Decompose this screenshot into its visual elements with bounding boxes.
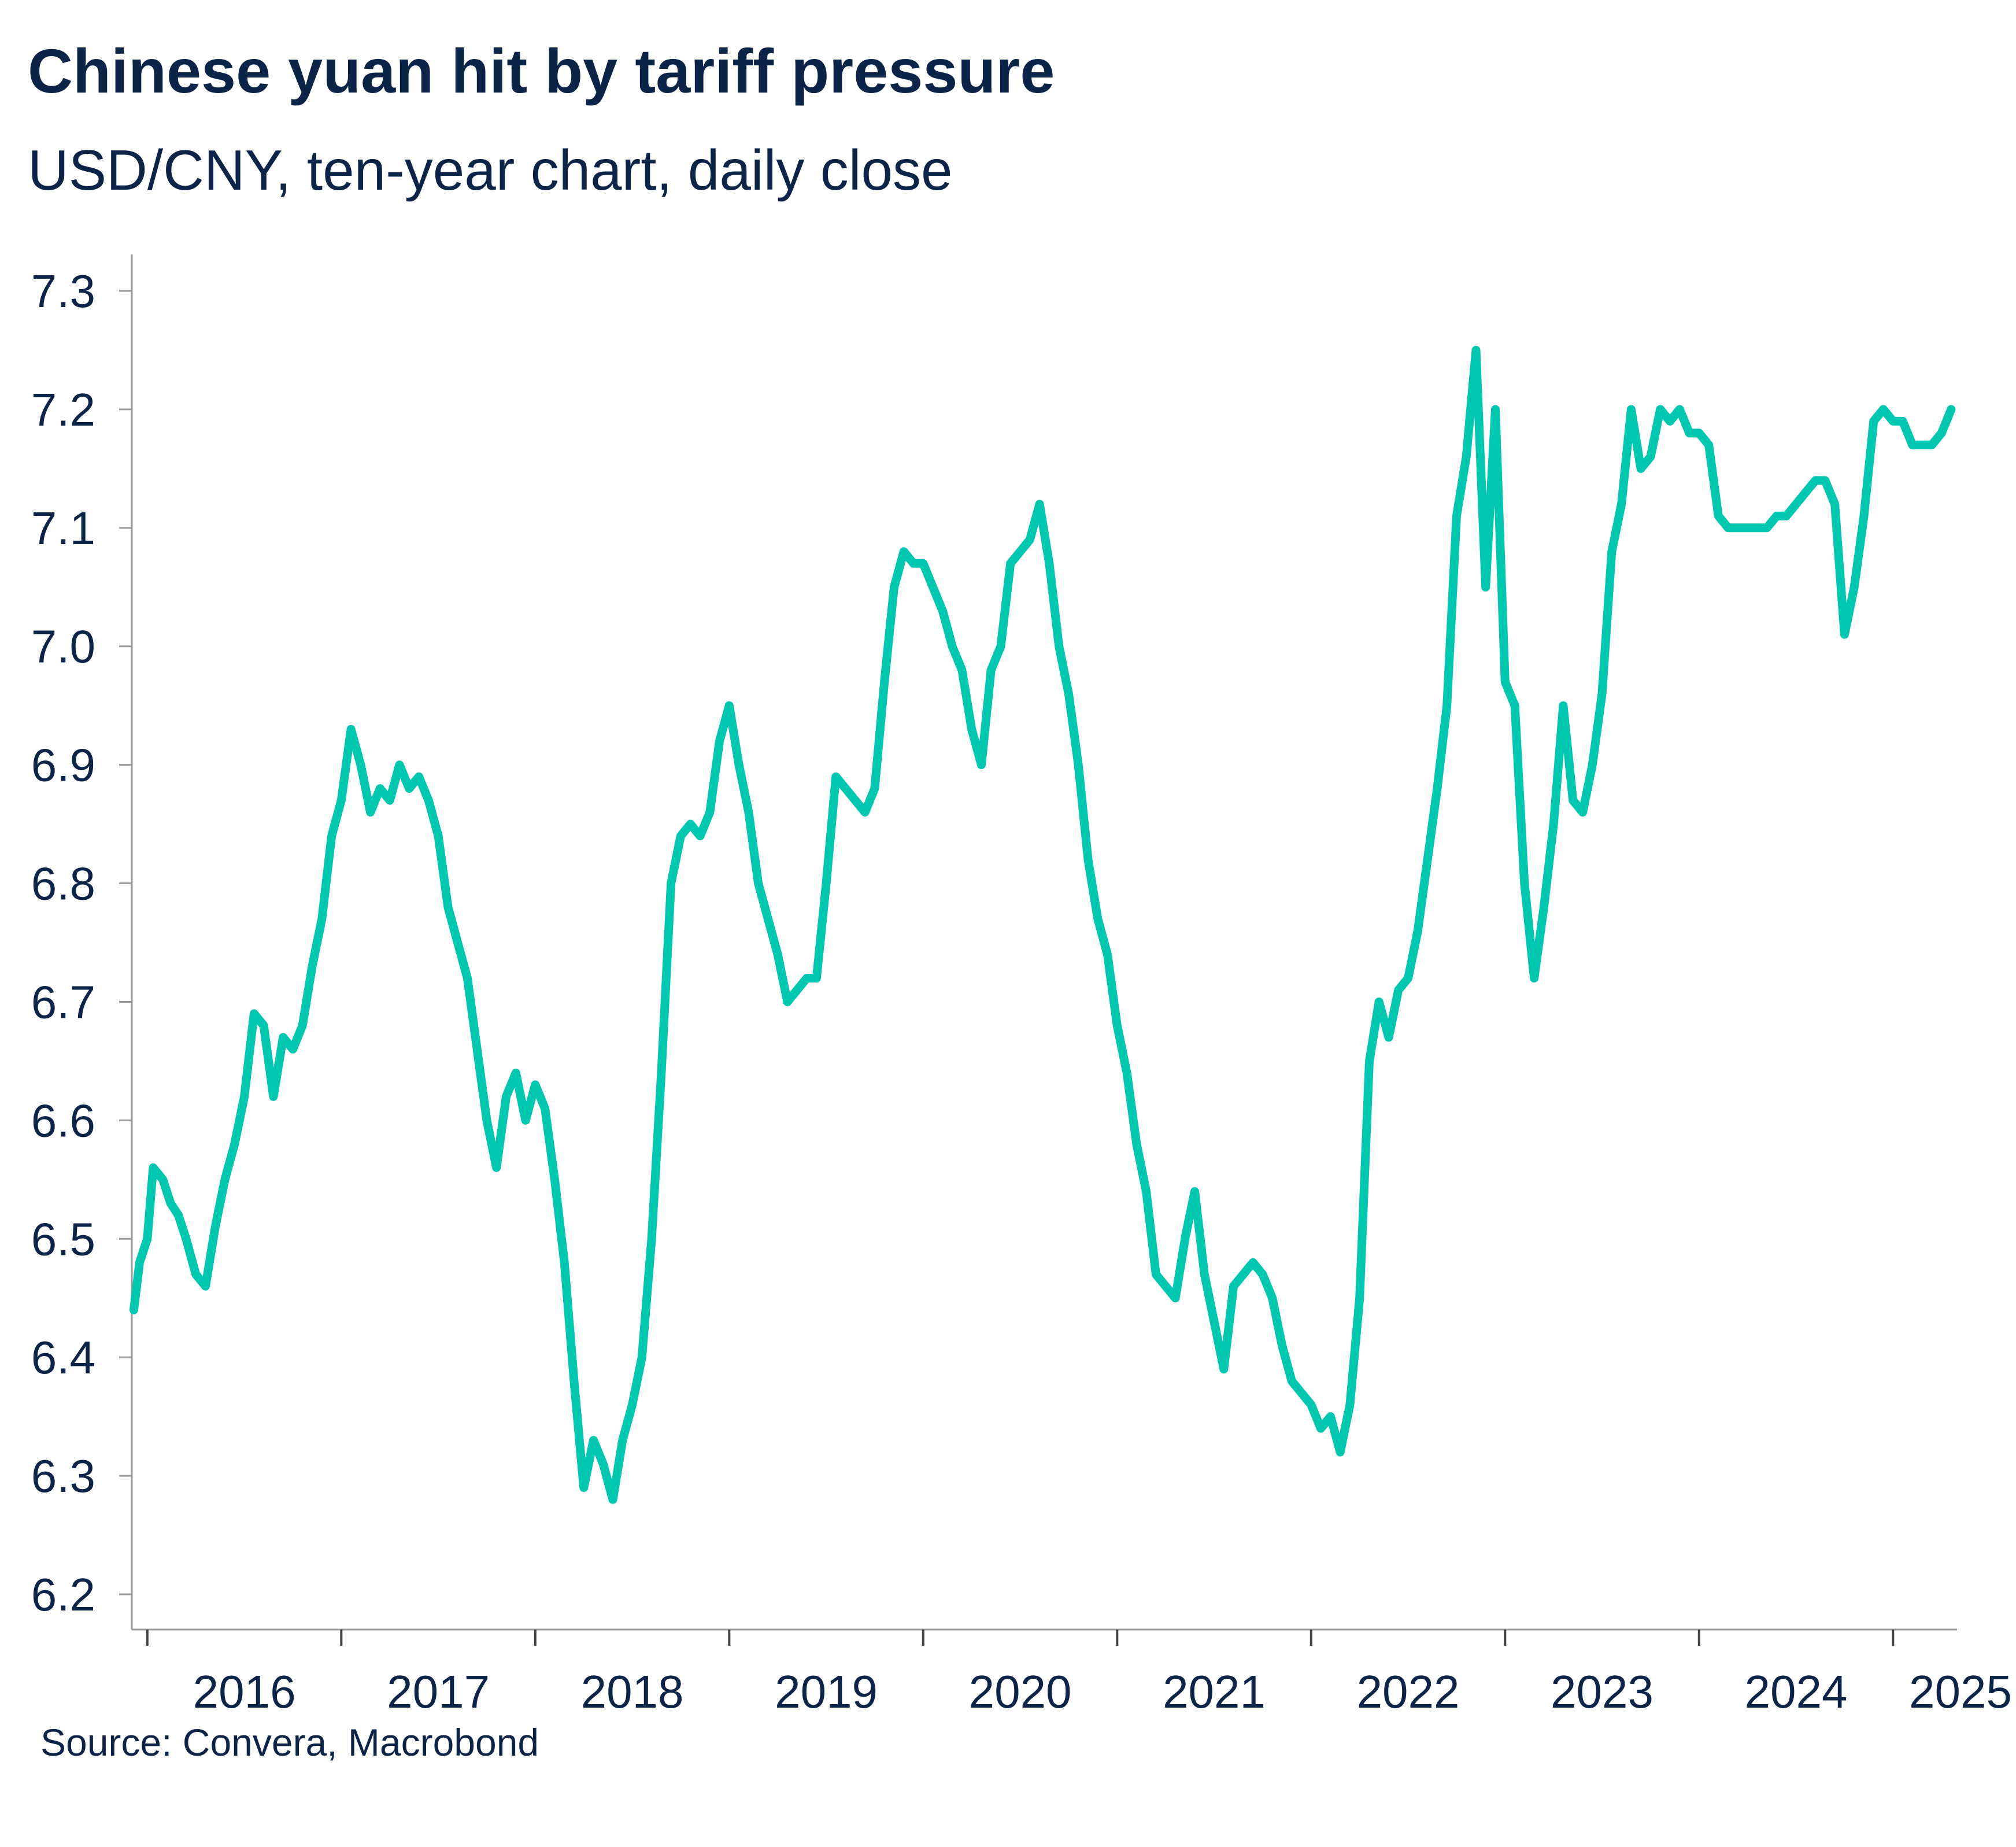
series-line-usd-cny: [129, 346, 1956, 1504]
x-tick-label: 2017: [387, 1666, 490, 1717]
x-tick-label: 2020: [969, 1666, 1072, 1717]
y-tick-label: 6.8: [31, 858, 95, 910]
x-tick-label: 2024: [1745, 1666, 1848, 1717]
chart-title: Chinese yuan hit by tariff pressure: [28, 36, 1055, 106]
y-tick-label: 6.5: [31, 1213, 95, 1265]
x-tick-label: 2019: [775, 1666, 878, 1717]
x-tick-label: 2022: [1357, 1666, 1460, 1717]
axes: [119, 254, 1957, 1646]
y-tick-label: 6.2: [31, 1569, 95, 1620]
x-tick-label: 2016: [193, 1666, 296, 1717]
series-group: [129, 346, 1956, 1504]
x-axis-labels: 2016 2017 2018 2019 2020 2021 2022 2023 2024 2025: [193, 1666, 2012, 1717]
source-note: Source: Convera, Macrobond: [40, 1721, 539, 1764]
y-axis-labels: 6.2 6.3 6.4 6.5 6.6 6.7 6.8 6.9 7.0 7.1 7.2 7.3: [31, 265, 95, 1620]
chart-subtitle: USD/CNY, ten-year chart, daily close: [28, 138, 953, 202]
x-tick-label: 2018: [581, 1666, 684, 1717]
y-tick-label: 6.9: [31, 740, 95, 791]
y-tick-label: 6.6: [31, 1095, 95, 1146]
y-tick-label: 6.3: [31, 1450, 95, 1502]
y-tick-label: 7.0: [31, 621, 95, 673]
x-tick-label: 2021: [1163, 1666, 1266, 1717]
y-tick-label: 6.4: [31, 1332, 95, 1383]
y-tick-label: 7.1: [31, 503, 95, 554]
x-tick-label: 2025: [1909, 1666, 2012, 1717]
y-tick-label: 7.2: [31, 384, 95, 435]
y-tick-label: 7.3: [31, 265, 95, 317]
x-tick-label: 2023: [1551, 1666, 1654, 1717]
y-tick-label: 6.7: [31, 976, 95, 1028]
